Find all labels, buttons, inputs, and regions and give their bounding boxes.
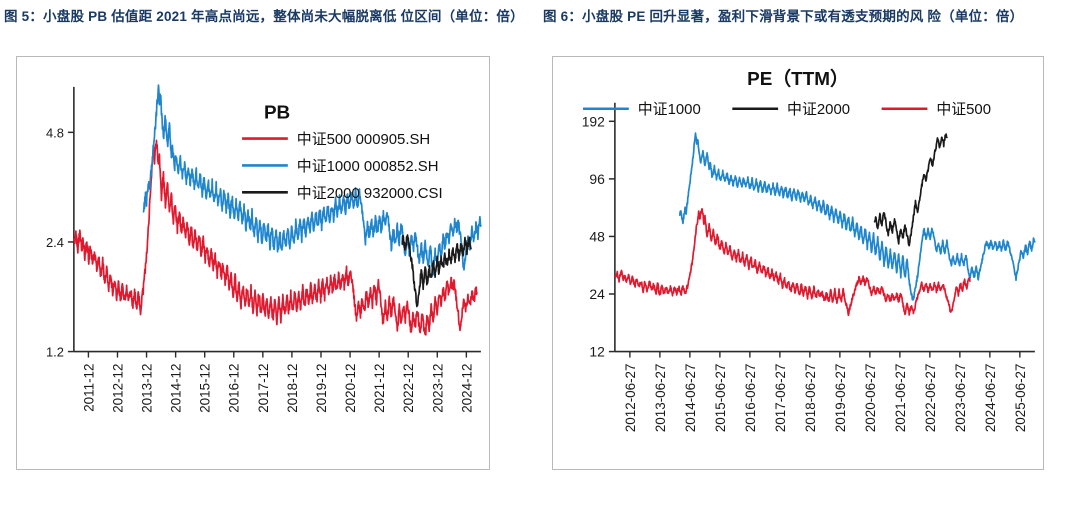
y-tick-label: 4.8 [46, 125, 64, 140]
x-tick-label: 2018-12 [285, 364, 300, 413]
figure-6-caption-line2: 险（单位：倍） [927, 9, 1024, 24]
pe-chart: 12 24 48 96 192 2012-06-27 2013-06-27 2014-06-2… [582, 67, 1036, 433]
x-tick-label: 2020-12 [343, 364, 358, 413]
x-tick-label: 2013-12 [140, 364, 155, 413]
series-line-中证1000 [678, 132, 1036, 301]
figure-5: 图 5：小盘股 PB 估值距 2021 年高点尚远，整体尚未大幅脱离低 位区间（… [4, 6, 528, 470]
x-tick-label: 2023-06-27 [953, 364, 968, 433]
chart-title: PE（TTM） [747, 67, 849, 90]
y-tick-label: 192 [582, 113, 605, 129]
y-tick-label: 48 [589, 228, 605, 244]
x-tick-label: 2019-06-27 [833, 364, 848, 433]
x-tick-label: 2014-12 [169, 364, 184, 413]
figure-6-panel: 12 24 48 96 192 2012-06-27 2013-06-27 2014-06-2… [552, 56, 1044, 470]
y-tick-label: 24 [589, 286, 605, 302]
x-tick-label: 2020-06-27 [863, 364, 878, 433]
x-tick-label: 2017-06-27 [773, 364, 788, 433]
series-line-中证500 [73, 139, 478, 336]
series-line-中证2000 [401, 234, 472, 308]
figure-5-panel: 1.2 2.4 4.8 2011-12 2012-12 2013-12 2014-12 201… [16, 56, 490, 470]
x-tick-label: 2012-06-27 [623, 364, 638, 433]
y-tick-label: 96 [589, 171, 605, 187]
figure-6: 图 6：小盘股 PE 回升显著，盈利下滑背景下或有透支预期的风 险（单位：倍） … [535, 0, 1069, 530]
y-tick-label: 2.4 [46, 235, 64, 250]
figure-5-caption-line2: 位区间（单位：倍） [400, 9, 524, 24]
x-tick-label: 2017-12 [256, 364, 271, 413]
legend-label-中证2000: 中证2000 932000.CSI [297, 185, 443, 202]
y-tick-label: 12 [589, 344, 605, 360]
x-tick-label: 2021-06-27 [893, 364, 908, 433]
legend-label-中证500: 中证500 000905.SH [297, 131, 430, 148]
figure-5-caption-line1: 图 5：小盘股 PB 估值距 2021 年高点尚远，整体尚未大幅脱离低 [4, 9, 397, 24]
x-tick-label: 2012-12 [110, 364, 125, 413]
x-tick-label: 2011-12 [81, 364, 96, 412]
x-tick-label: 2018-06-27 [803, 364, 818, 433]
legend-label-中证1000: 中证1000 [638, 101, 701, 118]
x-tick-label: 2022-06-27 [923, 364, 938, 433]
x-tick-label: 2024-06-27 [983, 364, 998, 433]
legend-label-中证2000: 中证2000 [787, 101, 850, 118]
x-tick-label: 2021-12 [372, 364, 387, 413]
x-tick-label: 2022-12 [401, 364, 416, 413]
series-line-中证500 [614, 208, 971, 317]
x-tick-label: 2023-12 [430, 364, 445, 413]
x-tick-label: 2015-12 [198, 364, 213, 413]
series-line-中证2000 [873, 133, 948, 247]
figure-6-caption: 图 6：小盘股 PE 回升显著，盈利下滑背景下或有透支预期的风 险（单位：倍） [543, 6, 1063, 28]
x-tick-label: 2013-06-27 [653, 364, 668, 433]
x-tick-label: 2015-06-27 [713, 364, 728, 433]
x-tick-label: 2025-06-27 [1013, 364, 1028, 433]
x-tick-label: 2024-12 [459, 364, 474, 413]
x-tick-label: 2019-12 [314, 364, 329, 413]
figure-5-caption: 图 5：小盘股 PB 估值距 2021 年高点尚远，整体尚未大幅脱离低 位区间（… [4, 6, 528, 28]
chart-title: PB [264, 103, 290, 124]
series-line-中证1000 [142, 84, 482, 276]
pb-chart: 1.2 2.4 4.8 2011-12 2012-12 2013-12 2014-12 201… [46, 84, 482, 413]
legend-label-中证1000: 中证1000 000852.SH [297, 158, 439, 175]
x-tick-label: 2014-06-27 [683, 364, 698, 433]
x-tick-label: 2016-06-27 [743, 364, 758, 433]
y-tick-label: 1.2 [46, 345, 64, 360]
legend-label-中证500: 中证500 [936, 101, 991, 118]
x-tick-label: 2016-12 [227, 364, 242, 413]
figure-6-caption-line1: 图 6：小盘股 PE 回升显著，盈利下滑背景下或有透支预期的风 [543, 9, 924, 24]
